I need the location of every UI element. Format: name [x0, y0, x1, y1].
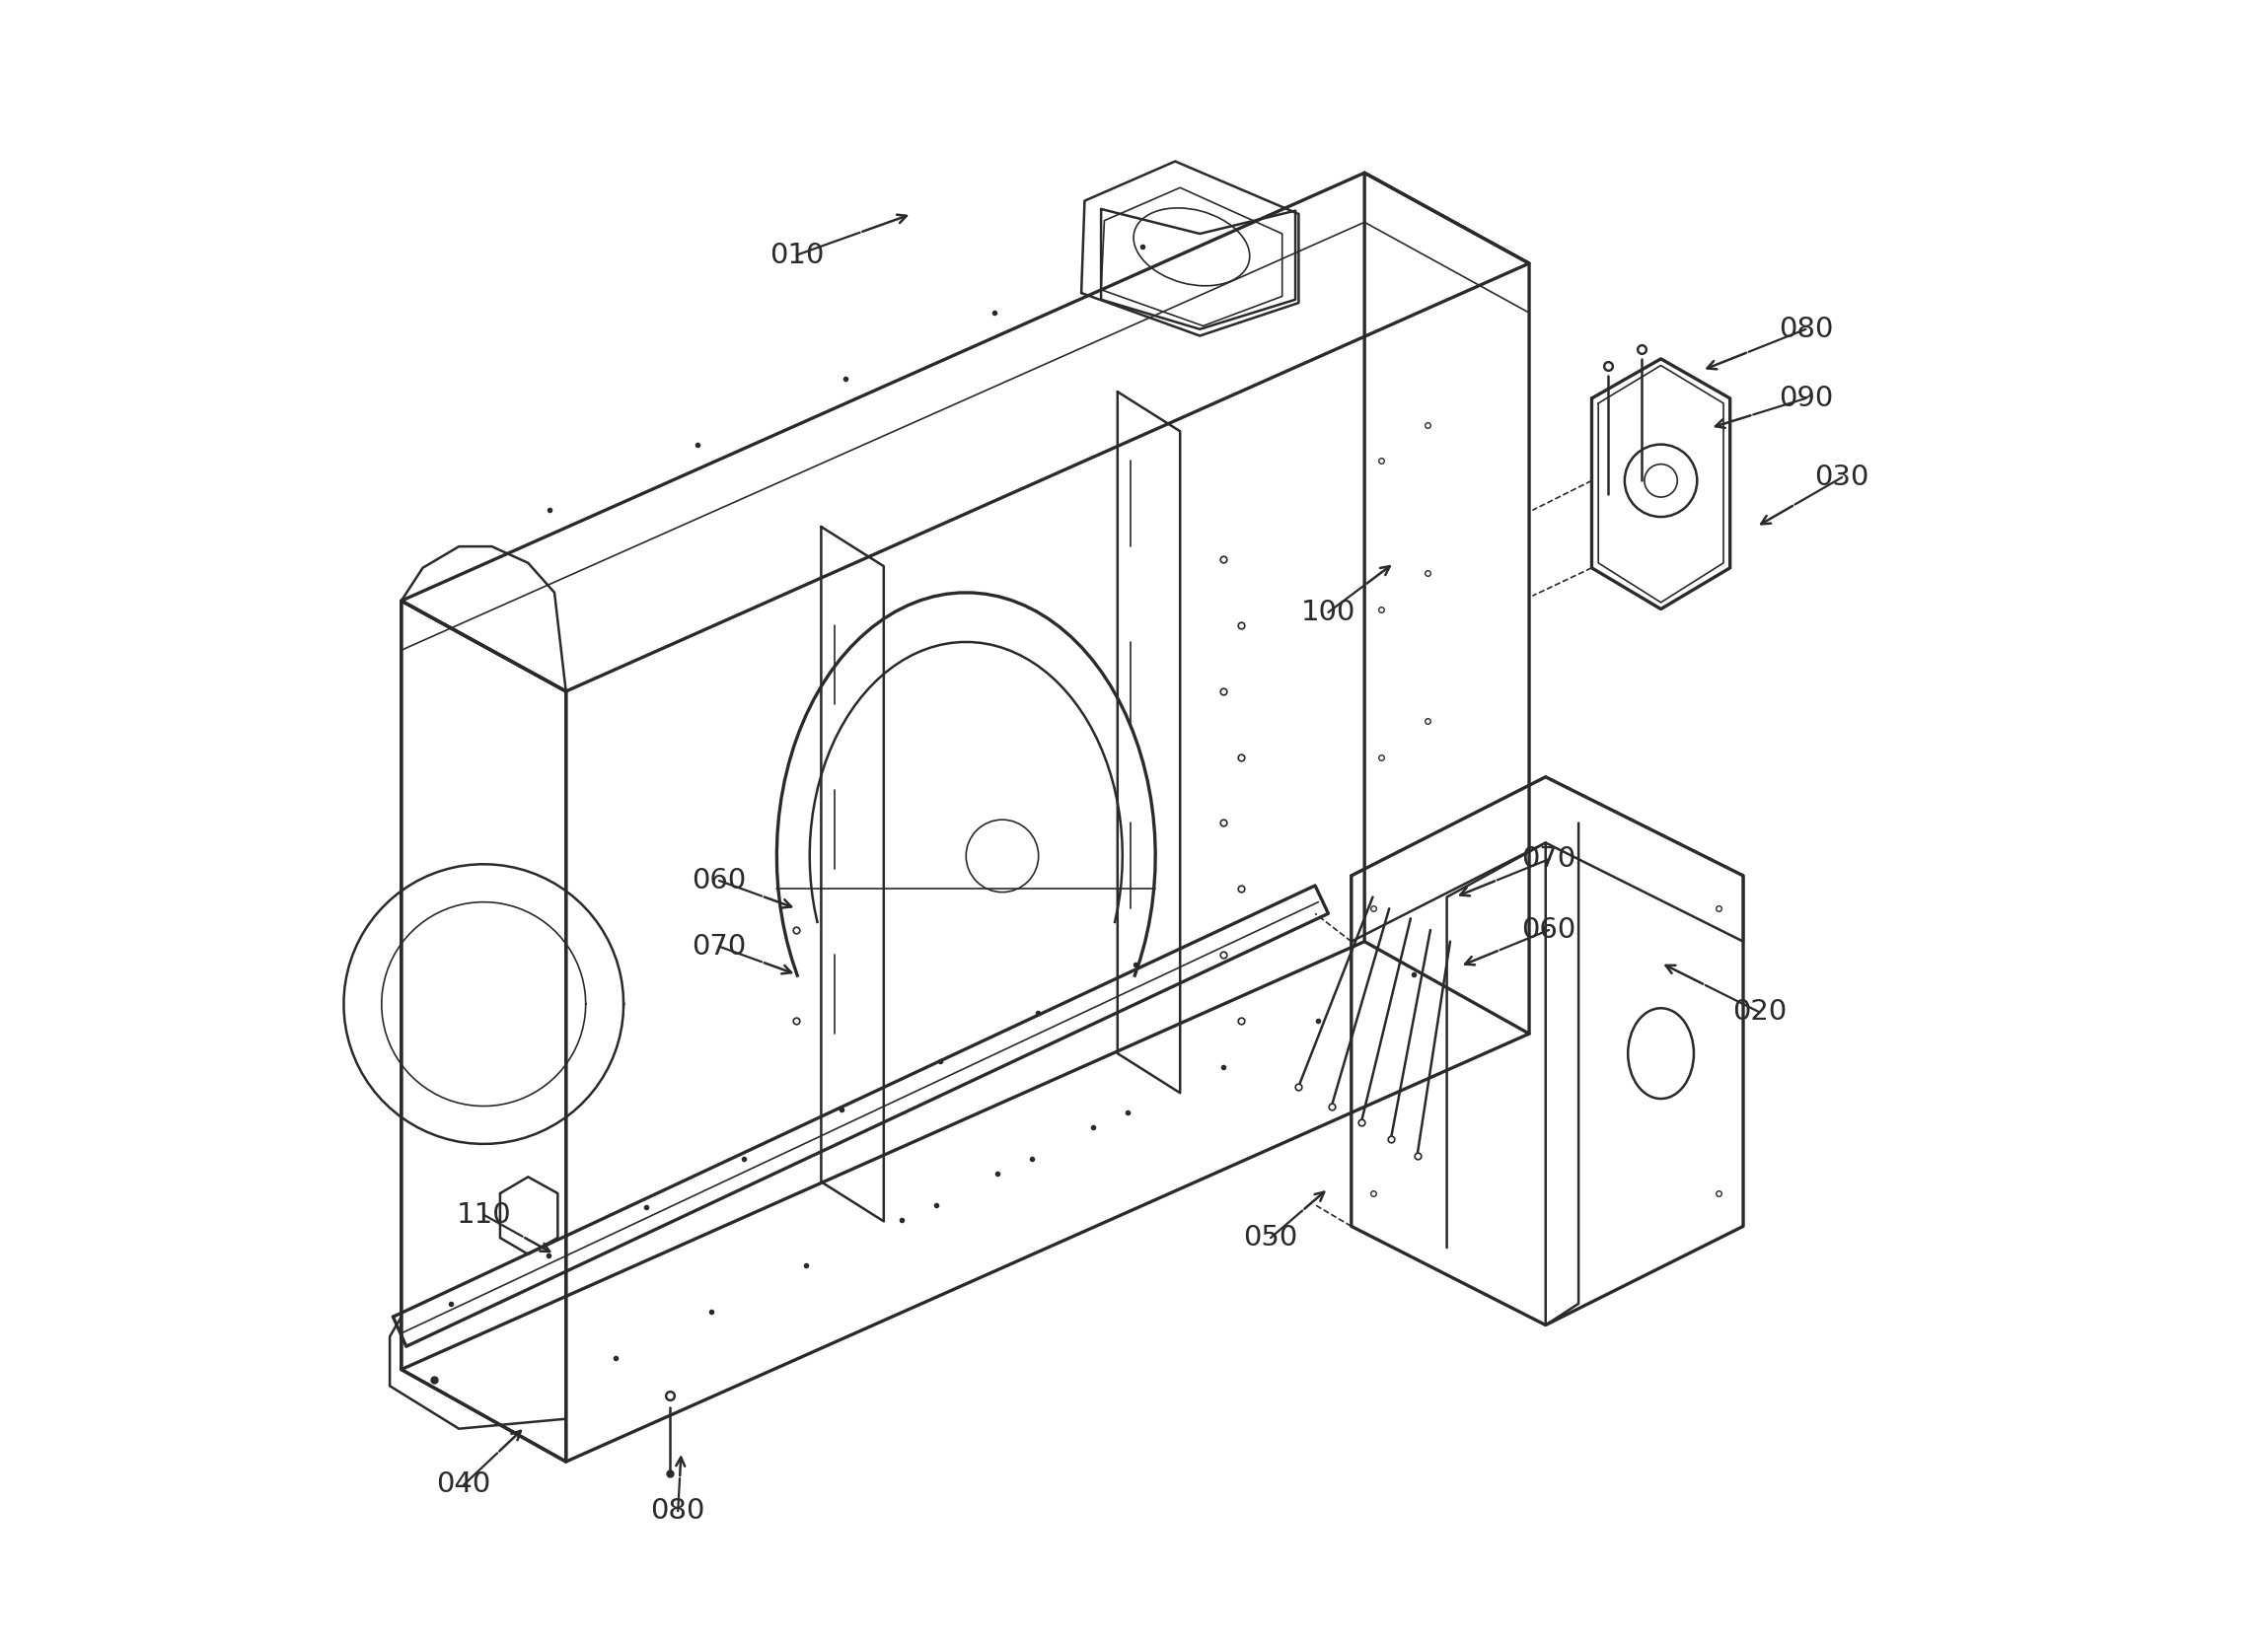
Text: 070: 070: [692, 933, 746, 960]
Text: 020: 020: [1733, 999, 1787, 1025]
Text: 010: 010: [769, 242, 823, 268]
Text: 080: 080: [651, 1498, 705, 1524]
Text: 060: 060: [692, 867, 746, 894]
Text: 110: 110: [456, 1202, 510, 1228]
Text: 070: 070: [1522, 846, 1576, 872]
Text: 100: 100: [1302, 599, 1356, 625]
Text: 050: 050: [1243, 1225, 1297, 1251]
Text: 080: 080: [1778, 316, 1833, 342]
Text: 090: 090: [1778, 385, 1833, 412]
Text: 030: 030: [1814, 464, 1869, 491]
Text: 040: 040: [438, 1472, 492, 1498]
Text: 060: 060: [1522, 917, 1576, 943]
